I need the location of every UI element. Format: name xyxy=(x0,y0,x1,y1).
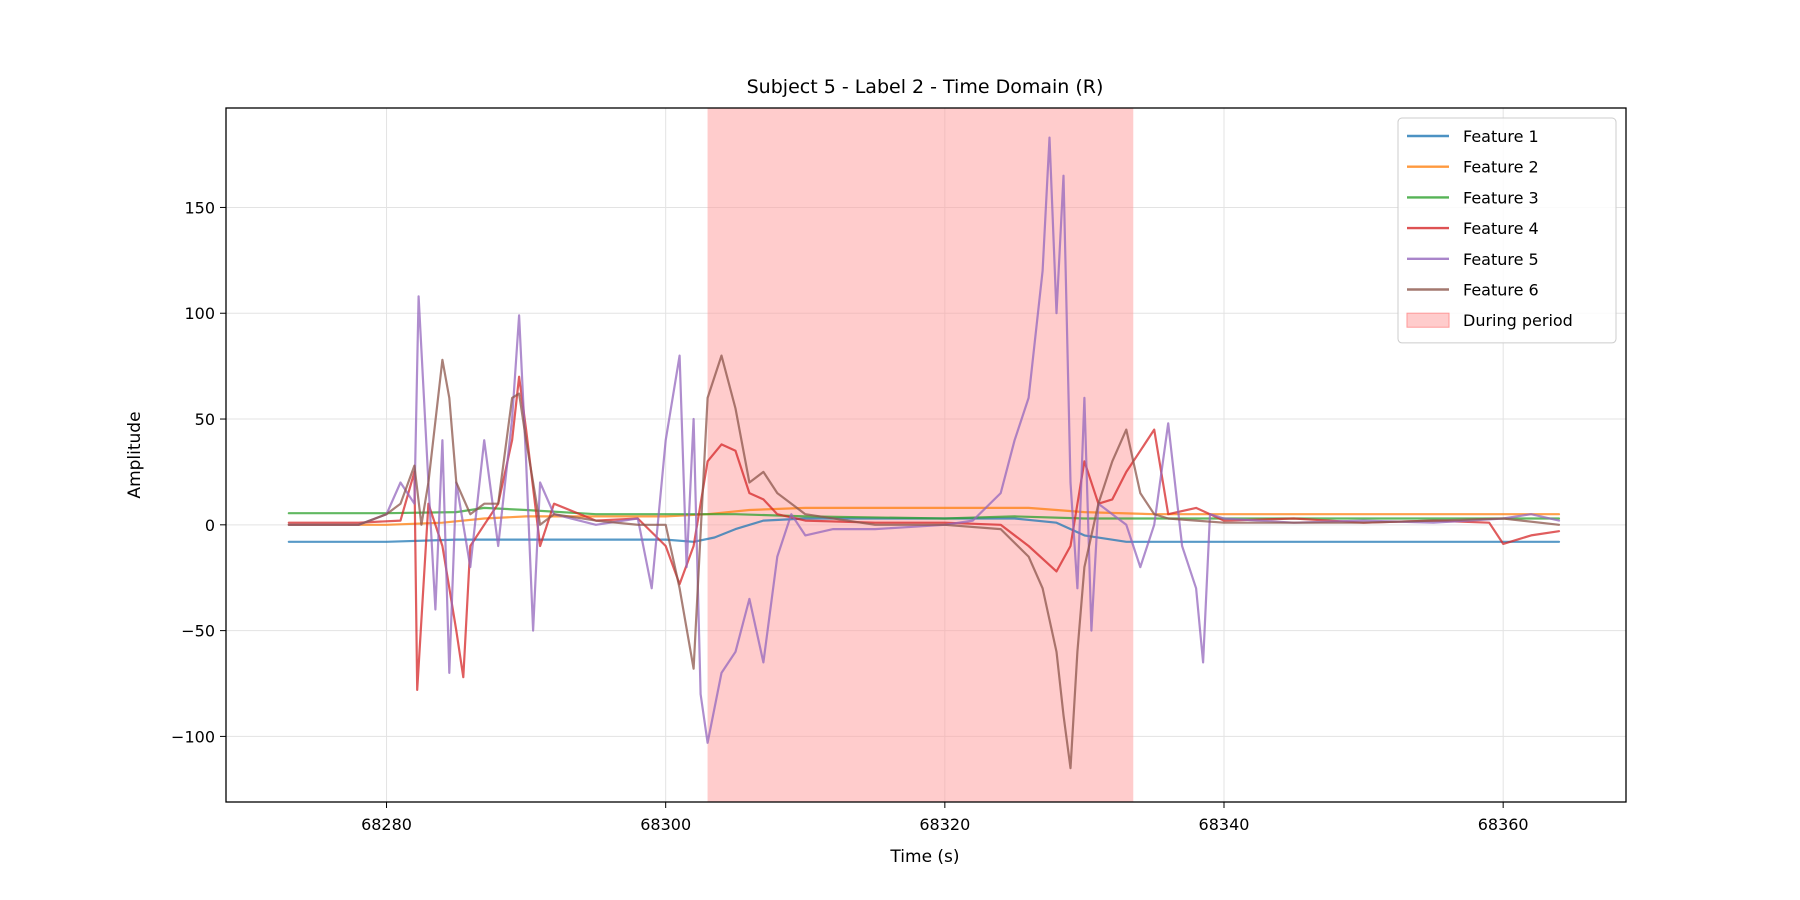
x-tick-label: 68340 xyxy=(1199,815,1250,834)
chart-title: Subject 5 - Label 2 - Time Domain (R) xyxy=(747,76,1104,98)
legend-label: Feature 6 xyxy=(1463,281,1539,300)
y-axis: −100 −50 0 50 100 150 xyxy=(171,198,226,746)
legend-label: Feature 3 xyxy=(1463,188,1539,207)
legend: Feature 1 Feature 2 Feature 3 Feature 4 Feat… xyxy=(1397,117,1617,344)
legend-label: During period xyxy=(1463,311,1573,330)
legend-label: Feature 4 xyxy=(1463,219,1539,238)
series-line-feature-5 xyxy=(287,136,1561,744)
plot-area xyxy=(225,107,1627,803)
y-tick-label: 150 xyxy=(184,198,215,217)
x-tick-label: 68300 xyxy=(640,815,691,834)
series-line-feature-4 xyxy=(287,375,1561,692)
series-group xyxy=(287,136,1561,770)
legend-frame xyxy=(1397,117,1617,344)
x-axis: 68280 68300 68320 68340 68360 xyxy=(361,802,1529,834)
y-tick-label: −50 xyxy=(181,622,215,641)
legend-swatch-during-period xyxy=(1406,312,1450,328)
y-tick-label: 0 xyxy=(205,516,215,535)
legend-label: Feature 1 xyxy=(1463,127,1539,146)
x-axis-label: Time (s) xyxy=(889,847,959,867)
x-tick-label: 68320 xyxy=(919,815,970,834)
y-tick-label: 50 xyxy=(195,410,215,429)
series-line-feature-6 xyxy=(287,354,1561,770)
y-tick-label: −100 xyxy=(171,727,215,746)
y-tick-label: 100 xyxy=(184,304,215,323)
x-tick-label: 68280 xyxy=(361,815,412,834)
legend-label: Feature 2 xyxy=(1463,158,1539,177)
legend-label: Feature 5 xyxy=(1463,250,1539,269)
x-tick-label: 68360 xyxy=(1478,815,1529,834)
y-axis-label: Amplitude xyxy=(125,411,145,498)
series-line-feature-2 xyxy=(287,506,1561,526)
during-period-region xyxy=(707,108,1134,802)
plot-frame xyxy=(225,107,1627,803)
